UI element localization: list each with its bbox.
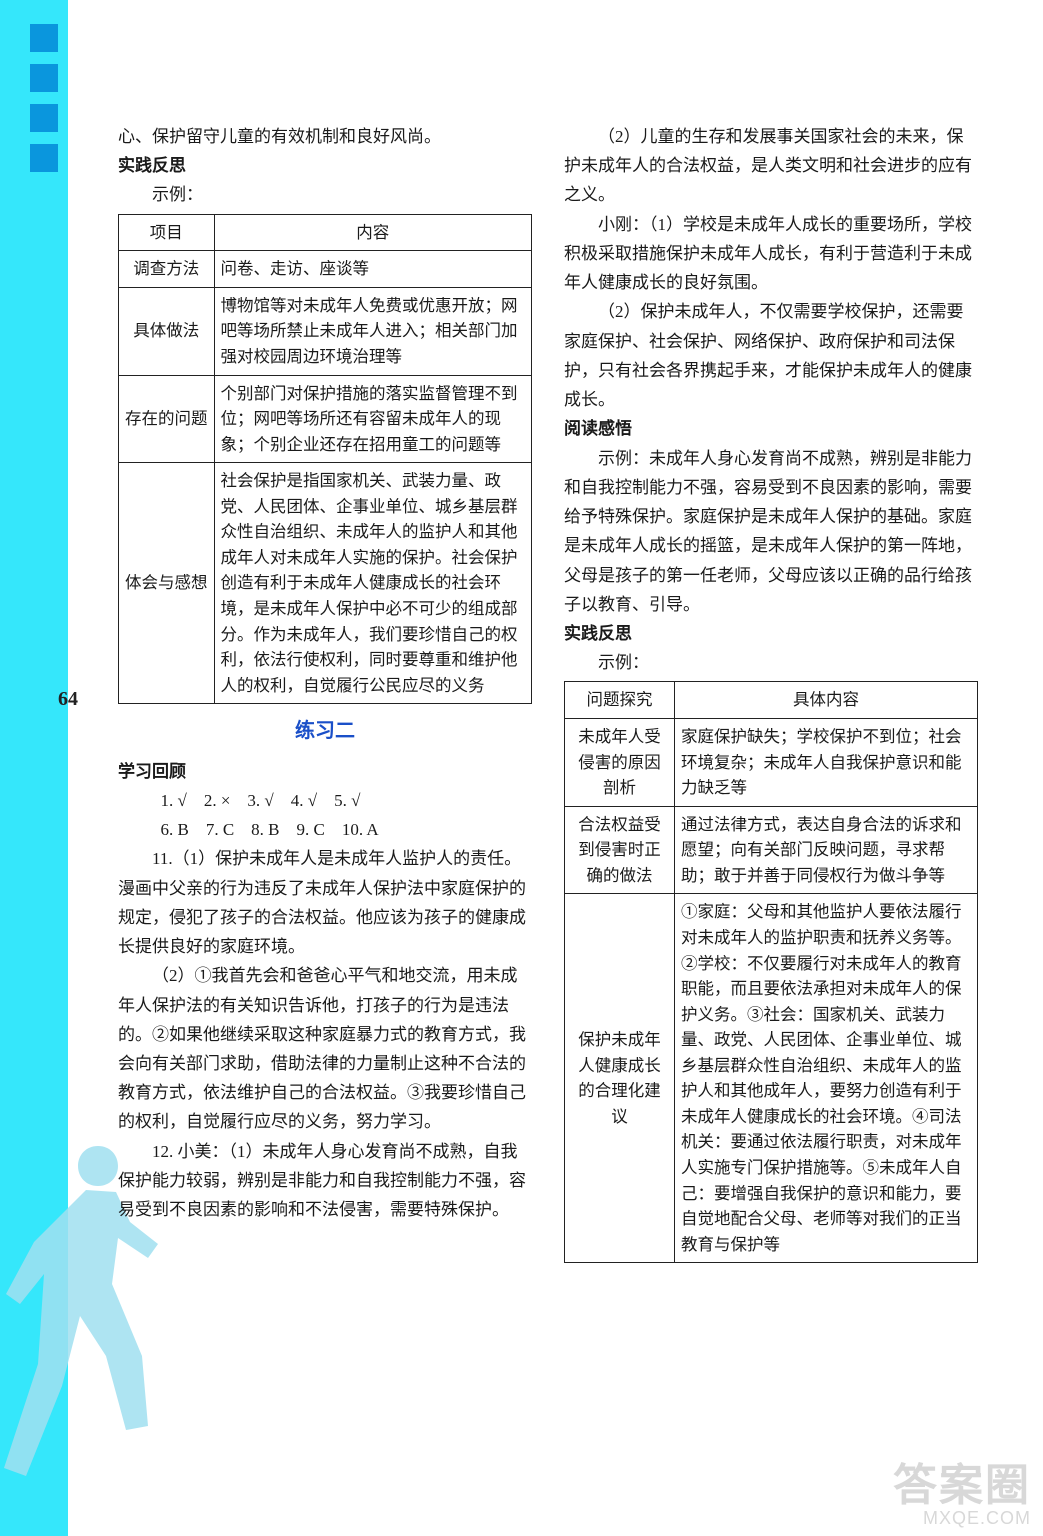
answers-line-2: 6. B 7. C 8. B 9. C 10. A <box>118 815 532 844</box>
q11-p2: （2）①我首先会和爸爸心平气和地交流，用未成年人保护法的有关知识告诉他，打孩子的… <box>118 961 532 1136</box>
watermark: 答案圈 MXQE.COM <box>893 1463 1031 1528</box>
table-example-1: 项目 内容 调查方法 问卷、走访、座谈等 具体做法 博物馆等对未成年人免费或优惠… <box>118 214 532 705</box>
q12-p1: 12. 小美：（1）未成年人身心发育尚不成熟，自我保护能力较弱，辨别是非能力和自… <box>118 1137 532 1225</box>
cell: 问卷、走访、座谈等 <box>214 251 532 288</box>
table-row: 合法权益受到侵害时正确的做法 通过法律方式，表达自身合法的诉求和愿望；向有关部门… <box>565 806 978 894</box>
cell: 博物馆等对未成年人免费或优惠开放；网吧等场所禁止未成年人进入；相关部门加强对校园… <box>214 287 532 375</box>
heading-review: 学习回顾 <box>118 757 532 786</box>
th-detail: 具体内容 <box>675 682 978 719</box>
cell: 合法权益受到侵害时正确的做法 <box>565 806 675 894</box>
cell: 具体做法 <box>119 287 215 375</box>
watermark-big: 答案圈 <box>893 1463 1031 1509</box>
r-p1: （2）儿童的生存和发展事关国家社会的未来，保护未成年人的合法权益，是人类文明和社… <box>564 122 978 210</box>
th-content: 内容 <box>214 214 532 251</box>
page-number: 64 <box>58 688 78 711</box>
table-row: 存在的问题 个别部门对保护措施的落实监督管理不到位；网吧等场所还有容留未成年人的… <box>119 375 532 463</box>
left-column: 心、保护留守儿童的有效机制和良好风尚。 实践反思 示例： 项目 内容 调查方法 … <box>118 122 532 1273</box>
answers-line-1: 1. √ 2. × 3. √ 4. √ 5. √ <box>118 786 532 815</box>
cell: 社会保护是指国家机关、武装力量、政党、人民团体、企事业单位、城乡基层群众性自治组… <box>214 463 532 704</box>
r-p3: （2）保护未成年人，不仅需要学校保护，还需要家庭保护、社会保护、网络保护、政府保… <box>564 297 978 414</box>
right-column: （2）儿童的生存和发展事关国家社会的未来，保护未成年人的合法权益，是人类文明和社… <box>564 122 978 1273</box>
table-example-2: 问题探究 具体内容 未成年人受侵害的原因剖析 家庭保护缺失；学校保护不到位；社会… <box>564 681 978 1263</box>
cyan-side-strip <box>0 0 68 1536</box>
example-label-2: 示例： <box>564 648 978 677</box>
th-q: 问题探究 <box>565 682 675 719</box>
table-row: 具体做法 博物馆等对未成年人免费或优惠开放；网吧等场所禁止未成年人进入；相关部门… <box>119 287 532 375</box>
heading-reading: 阅读感悟 <box>564 414 978 443</box>
table-row: 问题探究 具体内容 <box>565 682 978 719</box>
heading-practice-2: 实践反思 <box>564 619 978 648</box>
content-area: 心、保护留守儿童的有效机制和良好风尚。 实践反思 示例： 项目 内容 调查方法 … <box>118 122 978 1273</box>
watermark-small: MXQE.COM <box>893 1509 1031 1528</box>
r-p4: 示例：未成年人身心发育尚不成熟，辨别是非能力和自我控制能力不强，容易受到不良因素… <box>564 444 978 619</box>
opening-line: 心、保护留守儿童的有效机制和良好风尚。 <box>118 122 532 151</box>
r-p2: 小刚：（1）学校是未成年人成长的重要场所，学校积极采取措施保护未成年人成长，有利… <box>564 210 978 298</box>
cell: 调查方法 <box>119 251 215 288</box>
top-squares <box>30 24 58 172</box>
cell: 个别部门对保护措施的落实监督管理不到位；网吧等场所还有容留未成年人的现象；个别企… <box>214 375 532 463</box>
table-row: 未成年人受侵害的原因剖析 家庭保护缺失；学校保护不到位；社会环境复杂；未成年人自… <box>565 719 978 807</box>
cell: 未成年人受侵害的原因剖析 <box>565 719 675 807</box>
table-row: 保护未成年人健康成长的合理化建议 ①家庭：父母和其他监护人要依法履行对未成年人的… <box>565 894 978 1263</box>
table-row: 调查方法 问卷、走访、座谈等 <box>119 251 532 288</box>
cell: 存在的问题 <box>119 375 215 463</box>
q11-p1: 11.（1）保护未成年人是未成年人监护人的责任。漫画中父亲的行为违反了未成年人保… <box>118 844 532 961</box>
table-row: 体会与感想 社会保护是指国家机关、武装力量、政党、人民团体、企事业单位、城乡基层… <box>119 463 532 704</box>
table-row: 项目 内容 <box>119 214 532 251</box>
example-label: 示例： <box>118 180 532 209</box>
cell: ①家庭：父母和其他监护人要依法履行对未成年人的监护职责和抚养义务等。②学校：不仅… <box>675 894 978 1263</box>
cell: 通过法律方式，表达自身合法的诉求和愿望；向有关部门反映问题，寻求帮助；敢于并善于… <box>675 806 978 894</box>
heading-practice: 实践反思 <box>118 151 532 180</box>
cell: 体会与感想 <box>119 463 215 704</box>
th-project: 项目 <box>119 214 215 251</box>
section-title-ex2: 练习二 <box>118 714 532 748</box>
cell: 保护未成年人健康成长的合理化建议 <box>565 894 675 1263</box>
cell: 家庭保护缺失；学校保护不到位；社会环境复杂；未成年人自我保护意识和能力缺乏等 <box>675 719 978 807</box>
